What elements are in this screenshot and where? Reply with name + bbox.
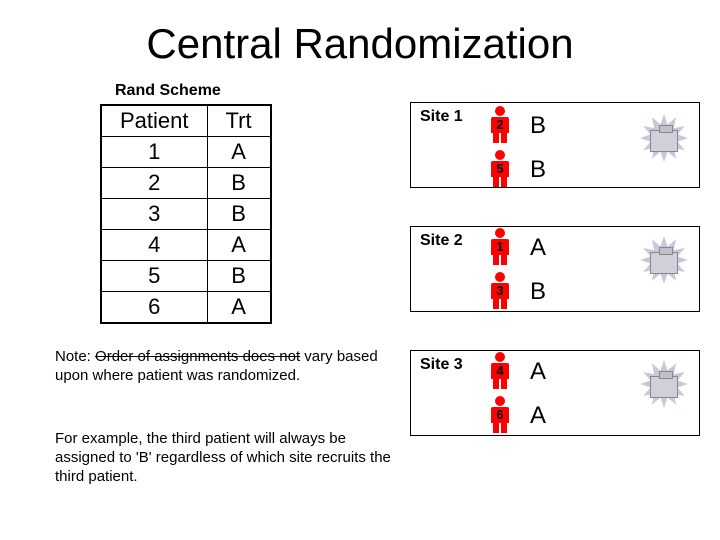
- person-number: 2: [490, 117, 510, 132]
- person-number: 6: [490, 407, 510, 422]
- note-prefix: Note:: [55, 348, 95, 365]
- hospital-icon: [640, 118, 688, 158]
- scheme-label: Rand Scheme: [115, 82, 221, 100]
- person-icon: 3: [490, 272, 510, 310]
- cell-patient: 5: [101, 261, 207, 292]
- table-row: 4A: [101, 230, 271, 261]
- cell-trt: B: [207, 261, 271, 292]
- person-icon: 5: [490, 150, 510, 188]
- col-trt: Trt: [207, 105, 271, 137]
- cell-trt: B: [207, 168, 271, 199]
- assignment-trt: A: [530, 358, 546, 386]
- randomization-table: Patient Trt 1A2B3B4A5B6A: [100, 104, 272, 324]
- table-row: 1A: [101, 137, 271, 168]
- example-text: For example, the third patient will alwa…: [55, 430, 395, 486]
- site-label: Site 1: [420, 108, 463, 126]
- assignment-trt: A: [530, 402, 546, 430]
- assignment-trt: B: [530, 156, 546, 184]
- person-icon: 6: [490, 396, 510, 434]
- person-number: 5: [490, 161, 510, 176]
- cell-trt: A: [207, 292, 271, 324]
- assignment-trt: B: [530, 112, 546, 140]
- person-icon: 4: [490, 352, 510, 390]
- person-number: 3: [490, 283, 510, 298]
- table-row: 3B: [101, 199, 271, 230]
- table-row: 6A: [101, 292, 271, 324]
- cell-patient: 4: [101, 230, 207, 261]
- cell-trt: B: [207, 199, 271, 230]
- cell-patient: 2: [101, 168, 207, 199]
- cell-trt: A: [207, 137, 271, 168]
- cell-trt: A: [207, 230, 271, 261]
- person-number: 4: [490, 363, 510, 378]
- col-patient: Patient: [101, 105, 207, 137]
- assignment-trt: B: [530, 278, 546, 306]
- person-number: 1: [490, 239, 510, 254]
- hospital-icon: [640, 364, 688, 404]
- cell-patient: 3: [101, 199, 207, 230]
- site-label: Site 3: [420, 356, 463, 374]
- note-text: Note: Order of assignments does not vary…: [55, 348, 395, 386]
- site-label: Site 2: [420, 232, 463, 250]
- cell-patient: 6: [101, 292, 207, 324]
- table-row: 5B: [101, 261, 271, 292]
- note-strike: Order of assignments does not: [95, 348, 300, 365]
- person-icon: 2: [490, 106, 510, 144]
- hospital-icon: [640, 240, 688, 280]
- cell-patient: 1: [101, 137, 207, 168]
- table-row: 2B: [101, 168, 271, 199]
- page-title: Central Randomization: [0, 20, 720, 68]
- assignment-trt: A: [530, 234, 546, 262]
- person-icon: 1: [490, 228, 510, 266]
